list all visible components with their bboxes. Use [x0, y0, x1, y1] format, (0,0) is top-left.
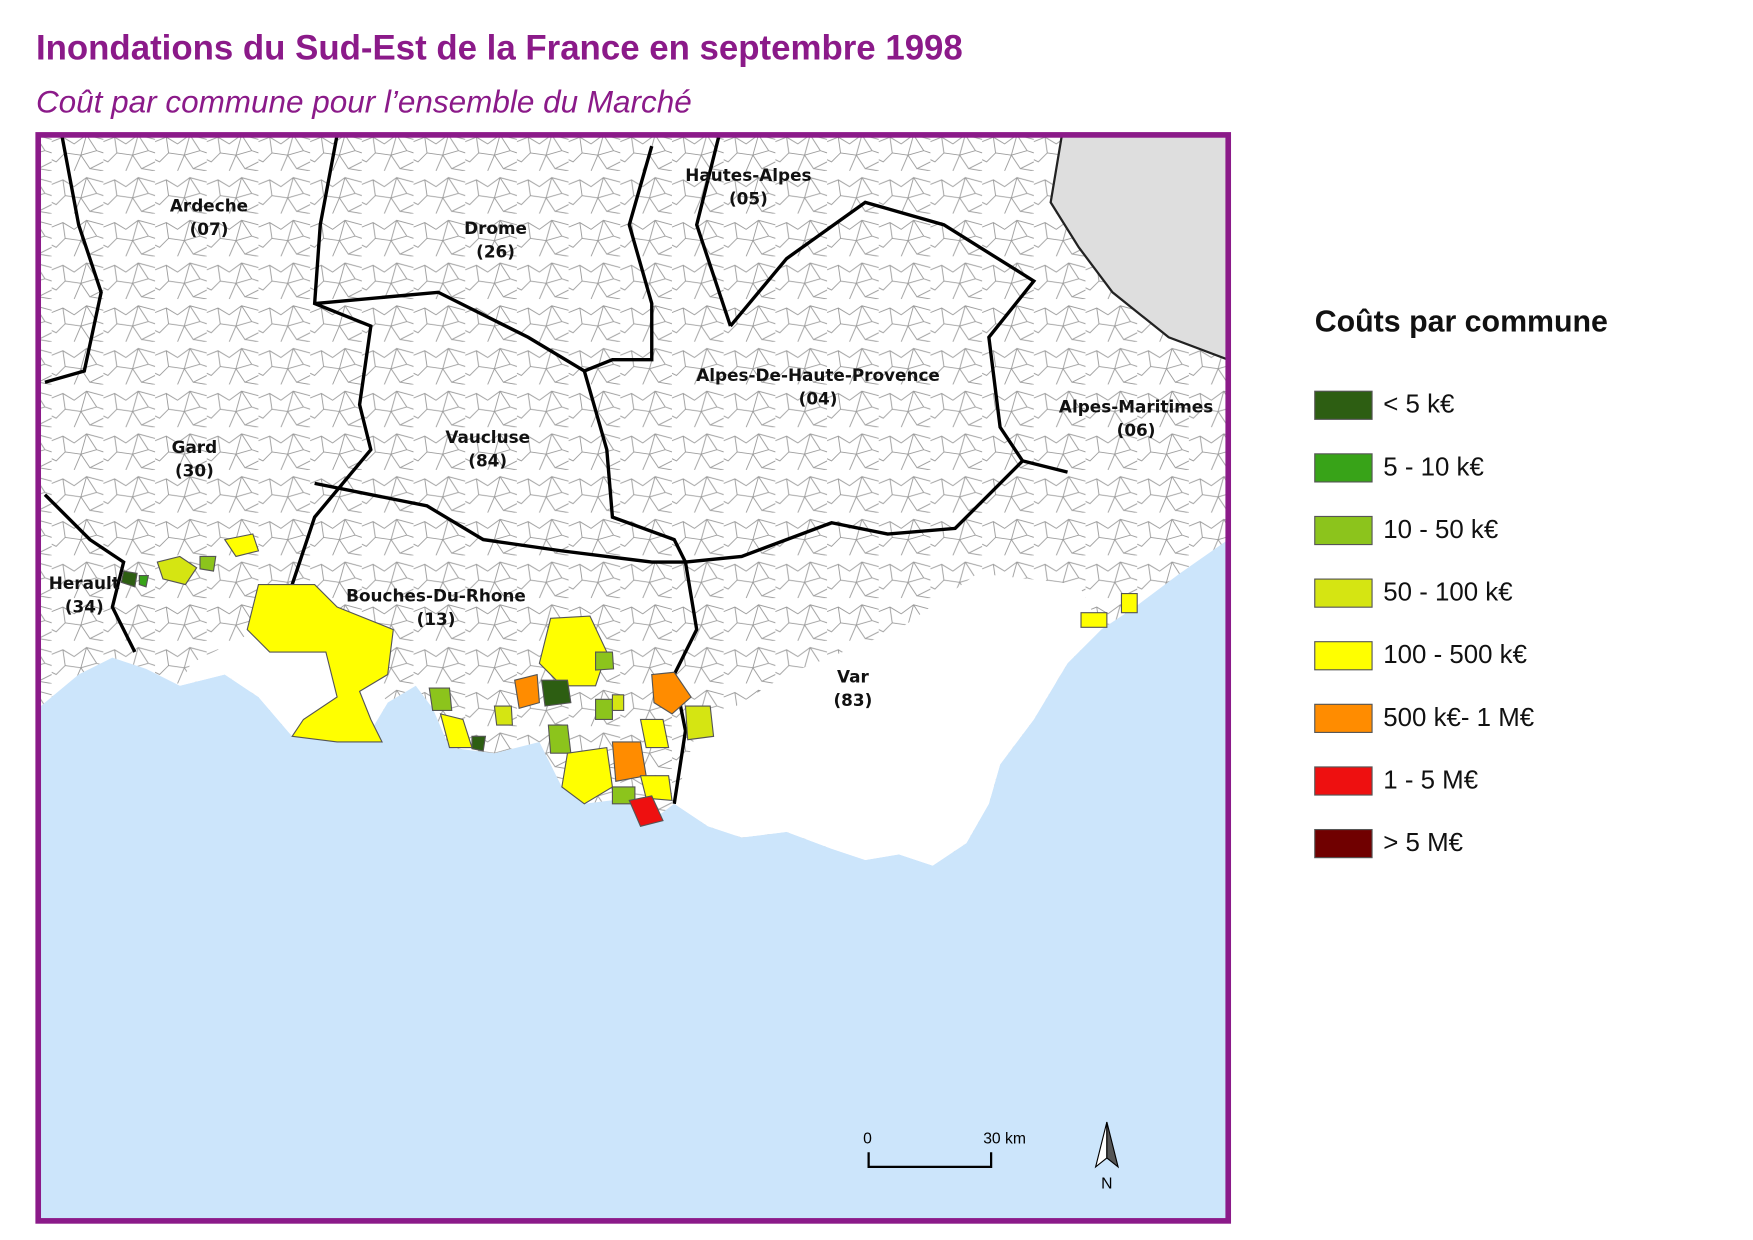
legend-label: 5 - 10 k€ [1383, 453, 1484, 481]
commune [156, 555, 198, 586]
department-code: (84) [468, 451, 507, 471]
commune [538, 615, 608, 687]
department-name: Drome [464, 218, 527, 238]
department-name: Hautes-Alpes [685, 165, 811, 185]
commune [547, 724, 572, 754]
legend-label: > 5 M€ [1383, 829, 1463, 857]
commune [540, 679, 572, 707]
commune [684, 705, 715, 741]
department-code: (26) [476, 241, 515, 261]
map-area: Ardeche (07) Drome (26) Hautes-Alpes (05) Alpe… [38, 134, 1229, 1221]
commune [120, 570, 138, 588]
map-frame [35, 132, 1232, 1224]
department-name: Bouches-Du-Rhone [346, 585, 526, 605]
map-title: Inondations du Sud-Est de la France en s… [36, 29, 963, 68]
department-code: (13) [417, 609, 456, 629]
legend-label: 1 - 5 M€ [1383, 766, 1478, 794]
commune [471, 735, 487, 752]
plain-land [179, 573, 1102, 866]
commune [428, 687, 453, 712]
department-code: (83) [833, 690, 872, 710]
affected-communes [120, 533, 1138, 827]
commune [595, 651, 615, 671]
italy [1049, 134, 1229, 361]
scale-line [867, 1152, 993, 1169]
scale-bar: 0 30 km [863, 1130, 1026, 1169]
north-label: N [1101, 1175, 1112, 1192]
north-arrow: N [1094, 1121, 1120, 1192]
legend-title: Coûts par commune [1315, 306, 1608, 339]
department-code: (30) [175, 461, 214, 481]
legend-swatch [1314, 828, 1373, 859]
commune [1080, 612, 1108, 628]
legend-label: 500 k€- 1 M€ [1383, 704, 1534, 732]
department-code: (07) [190, 219, 229, 239]
department-code: (04) [799, 389, 838, 409]
commune [514, 673, 540, 709]
commune [651, 671, 692, 715]
commune [561, 746, 614, 805]
legend-label: 50 - 100 k€ [1383, 579, 1512, 607]
legend-swatch [1314, 766, 1373, 796]
legend-label: 10 - 50 k€ [1383, 516, 1498, 544]
commune [639, 775, 673, 802]
department-name: Alpes-De-Haute-Provence [696, 365, 940, 385]
department-name: Alpes-Maritimes [1059, 397, 1213, 417]
map-subtitle: Coût par commune pour l’ensemble du Marc… [36, 84, 692, 119]
department-name: Ardeche [170, 195, 248, 215]
legend-swatch [1314, 515, 1373, 546]
legend-swatch [1314, 453, 1373, 483]
scale-end: 30 km [983, 1130, 1026, 1147]
legend-label: < 5 k€ [1383, 391, 1454, 419]
scale-start: 0 [863, 1130, 872, 1147]
commune [223, 533, 260, 558]
department-code: (06) [1117, 420, 1156, 440]
commune [246, 584, 394, 743]
department-name: Herault [49, 573, 120, 593]
legend-swatch [1314, 641, 1373, 671]
commune [493, 705, 514, 726]
legend-label: 100 - 500 k€ [1383, 641, 1527, 669]
legend: < 5 k€ 5 - 10 k€ 10 - 50 k€ 50 - 100 k€ 100 … [1314, 390, 1534, 859]
commune [138, 575, 150, 588]
department-code: (34) [65, 597, 104, 617]
department-name: Gard [172, 437, 218, 457]
legend-swatch [1314, 703, 1373, 733]
commune [595, 698, 613, 721]
department-labels: Ardeche (07) Drome (26) Hautes-Alpes (05) Alpe… [49, 165, 1213, 710]
department-name: Vaucluse [445, 427, 530, 447]
legend-swatch [1314, 578, 1373, 608]
commune [628, 795, 664, 827]
commune [639, 718, 670, 749]
commune [199, 555, 217, 572]
commune [1120, 593, 1138, 614]
department-name: Var [837, 666, 869, 686]
legend-swatch [1314, 390, 1373, 420]
department-code: (05) [729, 189, 768, 209]
commune [611, 694, 625, 712]
